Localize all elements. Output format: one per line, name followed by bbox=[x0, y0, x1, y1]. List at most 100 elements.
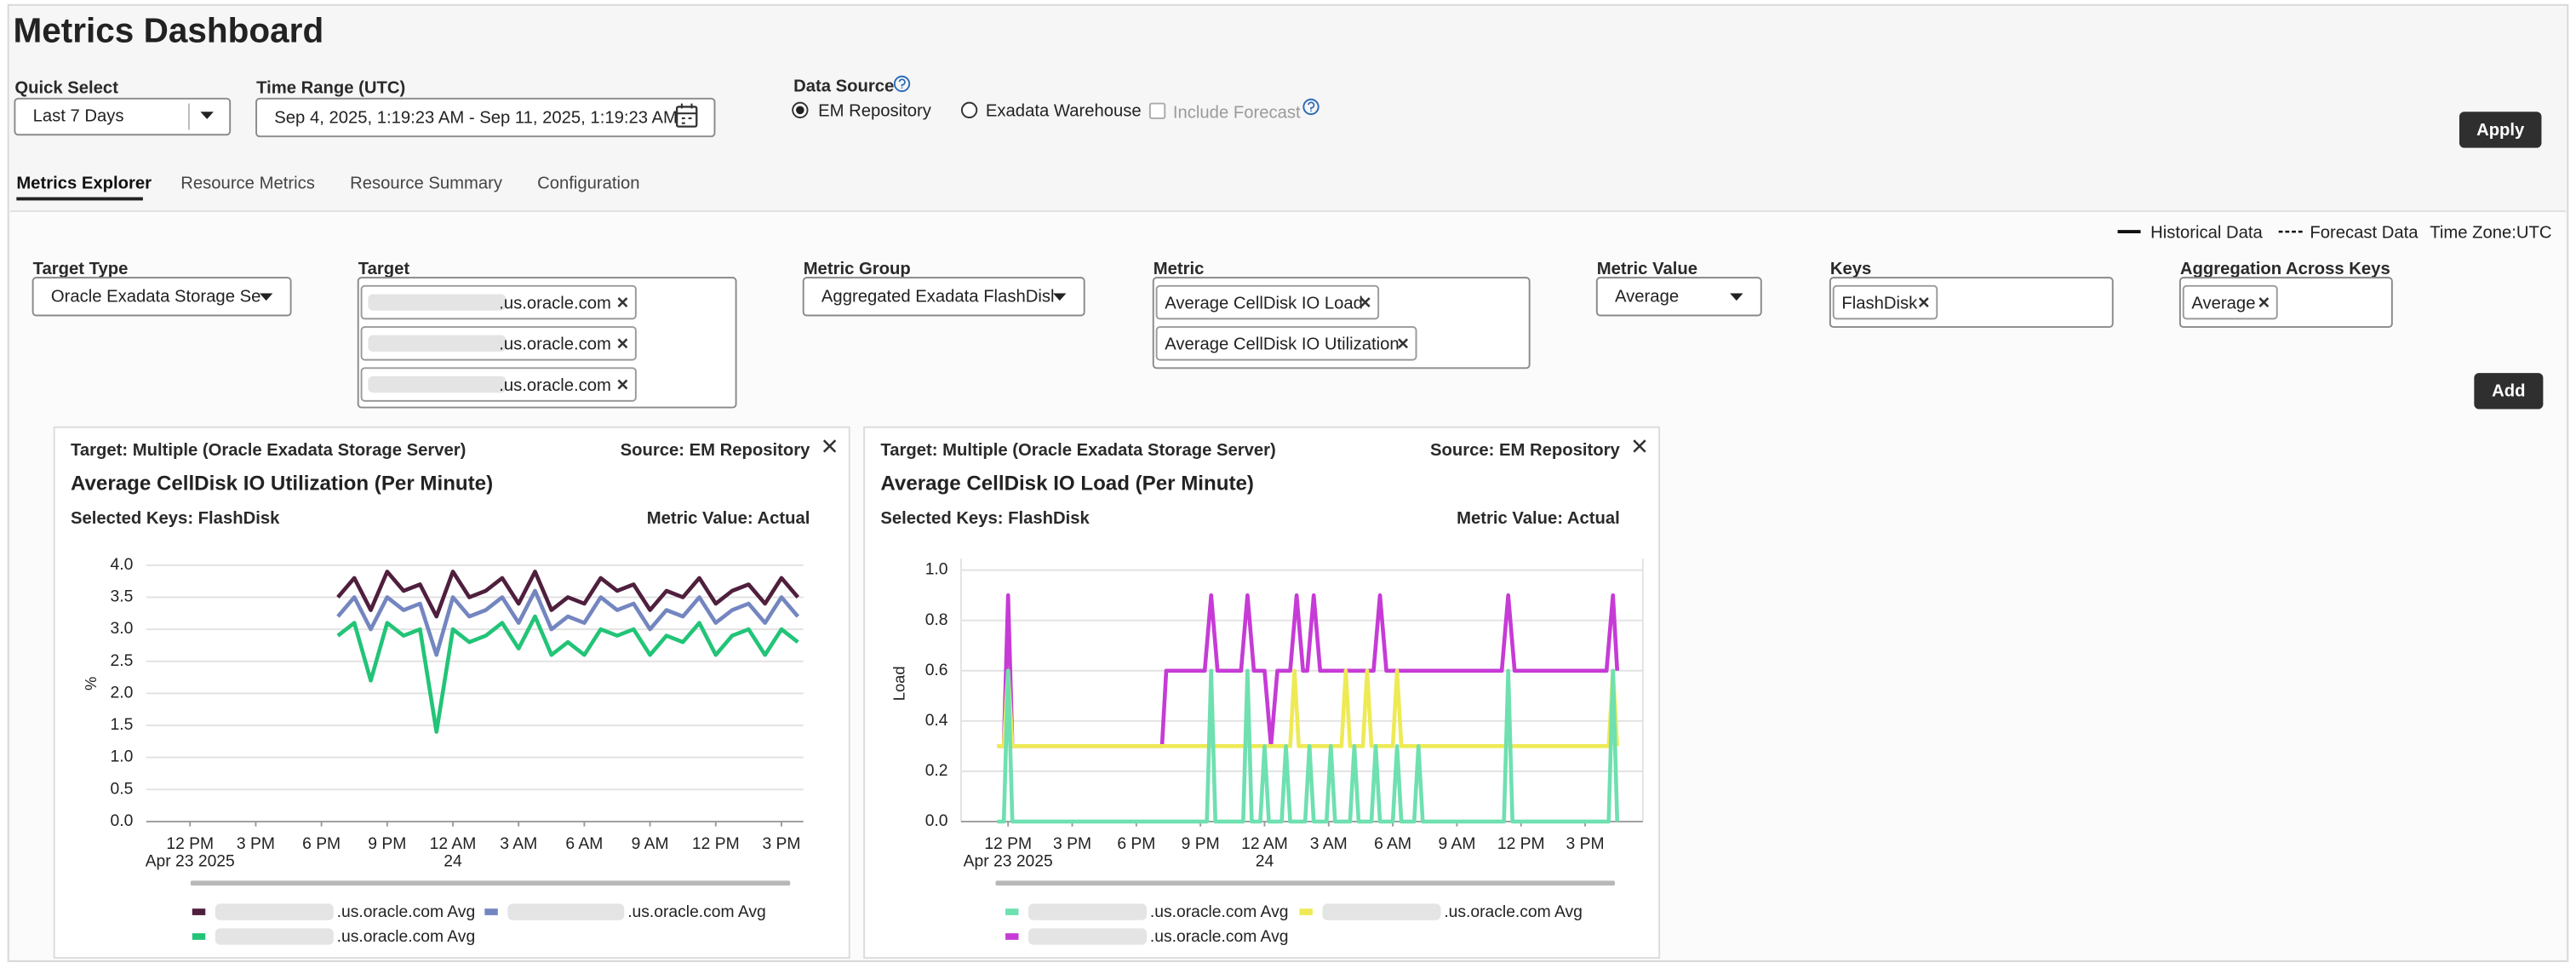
range-slider[interactable] bbox=[190, 880, 791, 886]
y-tick-label: 0.6 bbox=[925, 662, 948, 679]
legend-swatch bbox=[1005, 933, 1019, 940]
close-icon[interactable] bbox=[1633, 439, 1646, 453]
add-button[interactable] bbox=[2474, 373, 2544, 410]
checkbox[interactable] bbox=[1148, 102, 1166, 119]
apply-button[interactable] bbox=[2459, 112, 2542, 148]
radio-label: EM Repository bbox=[818, 102, 932, 121]
field-label: Target bbox=[358, 260, 410, 278]
date-range-value: Sep 4, 2025, 1:19:23 AM - Sep 11, 2025, … bbox=[274, 108, 678, 127]
y-tick-label: 2.5 bbox=[111, 652, 134, 670]
field-label: Target Type bbox=[33, 260, 129, 278]
x-tick-label: 12 AM bbox=[1241, 835, 1288, 853]
add-label: Add bbox=[2492, 382, 2525, 401]
x-tick-sublabel: Apr 23 2025 bbox=[964, 852, 1053, 870]
chart-title: Average CellDisk IO Utilization (Per Min… bbox=[71, 473, 493, 496]
redacted-text bbox=[368, 335, 507, 352]
chip-label: .us.oracle.com bbox=[499, 294, 611, 312]
help-icon[interactable] bbox=[893, 75, 911, 93]
x-tick-label: 3 PM bbox=[1566, 835, 1605, 853]
range-slider[interactable] bbox=[995, 880, 1616, 886]
help-glyph bbox=[1308, 101, 1315, 112]
legend-swatch bbox=[192, 933, 206, 940]
x-tick-sublabel: 24 bbox=[444, 852, 462, 870]
chart-card bbox=[863, 426, 1661, 960]
calendar-icon[interactable] bbox=[675, 106, 698, 128]
radio-label: Exadata Warehouse bbox=[986, 102, 1142, 121]
tab[interactable]: Resource Summary bbox=[350, 174, 503, 192]
tab[interactable]: Configuration bbox=[537, 174, 639, 192]
redacted-text bbox=[1028, 928, 1148, 945]
legend-label[interactable]: .us.oracle.com Avg bbox=[337, 928, 476, 946]
close-icon[interactable] bbox=[617, 379, 628, 390]
x-tick-label: 3 PM bbox=[762, 835, 800, 853]
y-tick-label: 0.0 bbox=[111, 812, 134, 830]
dropdown[interactable] bbox=[1595, 277, 1762, 317]
series-line bbox=[336, 614, 799, 734]
tab[interactable]: Resource Metrics bbox=[180, 174, 315, 192]
close-icon[interactable] bbox=[1918, 297, 1929, 307]
redacted-text bbox=[215, 903, 334, 920]
legend-label[interactable]: .us.oracle.com Avg bbox=[1444, 903, 1583, 921]
time-zone: Time Zone:UTC bbox=[2430, 223, 2551, 242]
legend-label[interactable]: .us.oracle.com Avg bbox=[627, 903, 766, 921]
close-icon[interactable] bbox=[617, 338, 628, 349]
help-glyph bbox=[898, 78, 906, 89]
tab[interactable]: Metrics Explorer bbox=[16, 174, 152, 192]
redacted-text bbox=[368, 294, 507, 311]
chip-label: .us.oracle.com bbox=[499, 335, 611, 354]
help-icon[interactable] bbox=[1302, 98, 1319, 116]
y-tick-label: 1.5 bbox=[111, 716, 134, 734]
legend-label[interactable]: .us.oracle.com Avg bbox=[1150, 903, 1289, 921]
chart-source: Source: EM Repository bbox=[1430, 441, 1621, 460]
chart-target: Target: Multiple (Oracle Exadata Storage… bbox=[71, 441, 466, 460]
x-tick-label: 12 PM bbox=[1497, 835, 1545, 853]
field-label: Metric Group bbox=[804, 260, 911, 278]
x-tick-label: 3 AM bbox=[1310, 835, 1348, 853]
radio-button[interactable] bbox=[960, 101, 978, 118]
checkbox-label: Include Forecast bbox=[1173, 104, 1301, 123]
selected-keys: Selected Keys: FlashDisk bbox=[71, 509, 280, 528]
y-tick-label: 1.0 bbox=[925, 561, 948, 579]
field-label: Metric bbox=[1153, 260, 1205, 278]
dropdown[interactable] bbox=[802, 277, 1085, 317]
y-tick-label: 0.5 bbox=[111, 780, 134, 798]
legend-swatch bbox=[1299, 908, 1313, 915]
series-line bbox=[997, 593, 1620, 748]
close-icon[interactable] bbox=[1360, 297, 1371, 307]
redacted-text bbox=[1322, 903, 1441, 920]
dropdown[interactable] bbox=[14, 97, 232, 136]
tab-underline bbox=[16, 197, 143, 201]
y-tick-label: 0.0 bbox=[925, 812, 948, 830]
y-tick-label: 3.0 bbox=[111, 620, 134, 638]
y-tick-label: 0.8 bbox=[925, 611, 948, 629]
close-icon[interactable] bbox=[2258, 297, 2270, 307]
date-range-input[interactable] bbox=[255, 97, 716, 138]
close-icon[interactable] bbox=[617, 297, 628, 307]
chart-title: Average CellDisk IO Load (Per Minute) bbox=[880, 473, 1254, 496]
field-label: Aggregation Across Keys bbox=[2180, 260, 2390, 278]
field-label: Time Range (UTC) bbox=[256, 79, 405, 98]
legend-label[interactable]: .us.oracle.com Avg bbox=[337, 903, 476, 921]
legend-label[interactable]: .us.oracle.com Avg bbox=[1150, 928, 1289, 946]
x-tick-label: 6 AM bbox=[565, 835, 603, 853]
field-label: Keys bbox=[1830, 260, 1871, 278]
chip bbox=[1832, 284, 1938, 320]
selected-keys: Selected Keys: FlashDisk bbox=[880, 509, 1090, 528]
x-tick-label: 3 PM bbox=[237, 835, 275, 853]
x-tick-label: 9 AM bbox=[1438, 835, 1475, 853]
x-tick-label: 12 PM bbox=[166, 835, 214, 853]
series-line bbox=[336, 588, 800, 657]
x-tick-label: 12 AM bbox=[430, 835, 477, 853]
redacted-text bbox=[1028, 903, 1148, 920]
y-tick-label: 3.5 bbox=[111, 588, 134, 606]
close-icon[interactable] bbox=[822, 439, 837, 453]
x-tick-label: 6 PM bbox=[1117, 835, 1155, 853]
close-icon[interactable] bbox=[1398, 338, 1408, 349]
series-line bbox=[997, 668, 1620, 748]
legend-label: Historical Data bbox=[2150, 223, 2263, 242]
x-tick-label: 6 AM bbox=[1374, 835, 1411, 853]
x-tick-label: 3 AM bbox=[500, 835, 537, 853]
dropdown[interactable] bbox=[31, 277, 292, 317]
legend-label: Forecast Data bbox=[2310, 223, 2419, 242]
